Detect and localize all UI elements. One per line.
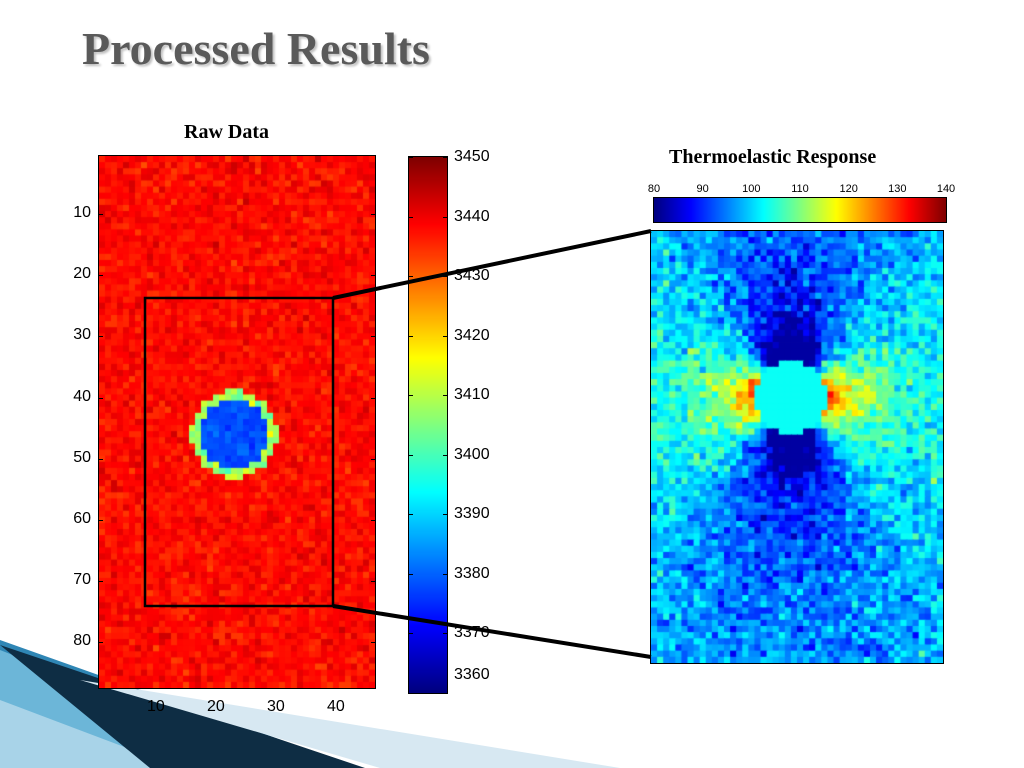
slide-title: Processed Results [82, 23, 430, 74]
thermoelastic-title: Thermoelastic Response [669, 146, 877, 168]
raw-x-tick-label: 10 [147, 698, 165, 715]
colorbar-tick-mark [409, 573, 413, 575]
colorbar-tick-label: 3370 [454, 624, 490, 642]
raw-y-tick-mark [99, 275, 103, 277]
colorbar-tick-mark [443, 157, 447, 158]
raw-y-tick-mark [371, 458, 375, 460]
thermo-colorbar-tick-label: 80 [647, 183, 661, 195]
colorbar-tick-mark [443, 514, 447, 516]
colorbar-tick-mark [443, 633, 447, 635]
thermoelastic-heatmap [651, 231, 943, 663]
raw-y-tick-mark [371, 214, 375, 216]
colorbar-tick-label: 3430 [454, 267, 490, 285]
thermo-colorbar-tick-label: 90 [696, 183, 709, 195]
raw-y-tick-label: 40 [73, 387, 91, 405]
thermoelastic-colorbar-frame [653, 197, 947, 223]
colorbar-tick-label: 3450 [454, 148, 490, 165]
colorbar-tick-mark [443, 216, 447, 218]
raw-y-tick-label: 60 [73, 509, 91, 527]
raw-y-tick-label: 20 [73, 265, 91, 283]
raw-y-tick-label: 30 [73, 326, 91, 344]
colorbar-tick-label: 3360 [454, 666, 490, 683]
colorbar-tick-mark [443, 454, 447, 456]
raw-y-tick-mark [371, 275, 375, 277]
raw-data-colorbar-frame [408, 156, 448, 694]
raw-y-tick-mark [99, 519, 103, 521]
colorbar-tick-mark [409, 157, 413, 158]
thermo-colorbar-tick-label: 140 [936, 183, 956, 195]
colorbar-tick-label: 3420 [454, 326, 490, 344]
colorbar-tick-label: 3440 [454, 207, 490, 225]
colorbar-tick-mark [443, 573, 447, 575]
colorbar-tick-mark [409, 335, 413, 337]
colorbar-tick-mark [443, 335, 447, 337]
raw-y-tick-mark [371, 642, 375, 644]
raw-y-tick-mark [99, 580, 103, 582]
colorbar-tick-label: 3410 [454, 386, 490, 404]
raw-y-tick-mark [371, 397, 375, 399]
thermo-colorbar-tick-label: 110 [791, 183, 809, 195]
thermo-colorbar-tick-label: 130 [888, 183, 907, 195]
raw-y-tick-mark [99, 642, 103, 644]
raw-y-tick-mark [99, 214, 103, 216]
thermo-colorbar-tick-label: 120 [839, 183, 858, 195]
thermoelastic-axes-frame [650, 230, 944, 664]
colorbar-tick-label: 3400 [454, 445, 490, 463]
raw-x-tick-label: 20 [207, 698, 225, 715]
raw-x-tick-label: 30 [267, 698, 285, 715]
raw-data-title: Raw Data [184, 121, 269, 143]
raw-y-tick-mark [371, 519, 375, 521]
raw-y-tick-mark [371, 336, 375, 338]
thermoelastic-colorbar [654, 198, 946, 222]
raw-y-tick-mark [99, 458, 103, 460]
colorbar-tick-mark [443, 693, 447, 694]
colorbar-tick-mark [409, 276, 413, 278]
raw-y-tick-label: 80 [73, 632, 91, 650]
colorbar-tick-label: 3390 [454, 505, 490, 523]
raw-y-tick-mark [99, 397, 103, 399]
colorbar-tick-label: 3380 [454, 564, 490, 582]
raw-y-tick-mark [99, 336, 103, 338]
colorbar-tick-mark [409, 395, 413, 397]
colorbar-tick-mark [409, 633, 413, 635]
colorbar-tick-mark [409, 216, 413, 218]
raw-x-tick-label: 40 [327, 698, 345, 715]
raw-y-tick-label: 50 [73, 448, 91, 466]
colorbar-tick-mark [409, 693, 413, 694]
colorbar-tick-mark [409, 454, 413, 456]
thermo-colorbar-tick-label: 100 [742, 183, 761, 195]
colorbar-tick-mark [443, 276, 447, 278]
raw-data-axes-frame [98, 155, 376, 689]
colorbar-tick-mark [409, 514, 413, 516]
raw-y-tick-mark [371, 580, 375, 582]
colorbar-tick-mark [443, 395, 447, 397]
raw-y-tick-label: 70 [73, 570, 91, 588]
raw-y-tick-label: 10 [73, 204, 91, 222]
